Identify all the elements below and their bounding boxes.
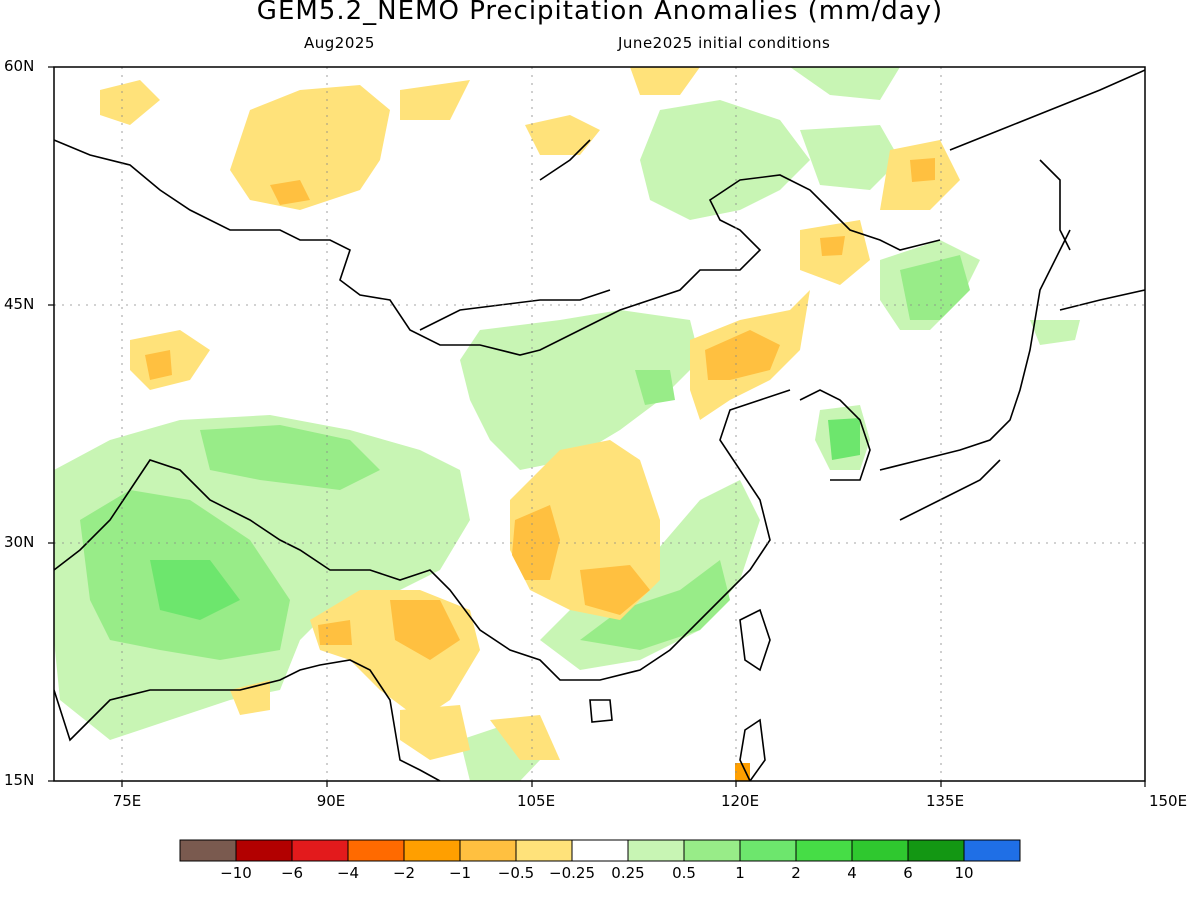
colorbar-swatch: [907, 839, 965, 862]
colorbar-swatch: [963, 839, 1021, 862]
colorbar-label: −1: [448, 864, 472, 882]
colorbar-swatch: [627, 839, 685, 862]
dry-core-taiwan: [735, 763, 750, 781]
dry-region-baikal: [525, 115, 600, 155]
dry-region-top-center: [630, 67, 700, 95]
dry-core-sichuan: [512, 505, 560, 580]
wet-core-northeast: [900, 255, 970, 320]
wet-region-japan: [1030, 320, 1080, 345]
dry-region-bay-bengal: [230, 680, 270, 715]
colorbar: [179, 839, 1021, 862]
tick-marks: [48, 66, 1146, 787]
dry-core-manchuria: [820, 236, 845, 256]
initial-conditions-label: June2025 initial conditions: [618, 34, 831, 52]
wet-core-north-china: [635, 370, 675, 405]
dry-core-bangladesh: [318, 620, 352, 645]
wet-region-mongolia: [640, 100, 810, 220]
colorbar-label: 0.25: [611, 864, 645, 882]
colorbar-swatch: [347, 839, 405, 862]
lon-tick-label: 75E: [112, 792, 142, 810]
dry-region-siberia-west: [230, 85, 390, 210]
lon-tick-label: 105E: [516, 792, 556, 810]
colorbar-swatch: [851, 839, 909, 862]
dry-region-northwest: [100, 80, 160, 125]
colorbar-label: −2: [392, 864, 416, 882]
lat-tick-label: 45N: [4, 295, 35, 313]
colorbar-swatch: [403, 839, 461, 862]
lon-tick-label: 135E: [925, 792, 965, 810]
colorbar-label: −0.5: [497, 864, 535, 882]
colorbar-label: 1: [735, 864, 745, 882]
dry-region-indochina: [490, 715, 560, 760]
colorbar-label: 6: [903, 864, 913, 882]
dry-core-bohai: [705, 330, 780, 380]
lon-tick-label: 150E: [1148, 792, 1188, 810]
lon-tick-label: 120E: [720, 792, 760, 810]
colorbar-label: −4: [336, 864, 360, 882]
plot-frame: [53, 66, 1146, 782]
lat-tick-label: 30N: [4, 533, 35, 551]
dry-core-siberia: [270, 180, 310, 205]
colorbar-label: −6: [280, 864, 304, 882]
lat-tick-label: 15N: [4, 771, 35, 789]
wet-region-sea-north: [790, 67, 900, 100]
colorbar-swatch: [515, 839, 573, 862]
colorbar-swatch: [235, 839, 293, 862]
colorbar-swatch: [459, 839, 517, 862]
colorbar-label: 2: [791, 864, 801, 882]
dry-region-north-top: [400, 80, 470, 120]
colorbar-swatch: [179, 839, 237, 862]
lat-tick-label: 60N: [4, 57, 35, 75]
dry-region-vietnam: [400, 705, 470, 760]
colorbar-label: 10: [954, 864, 974, 882]
wet-region-siberia: [800, 125, 900, 190]
colorbar-swatch: [571, 839, 629, 862]
colorbar-label: 0.5: [672, 864, 696, 882]
colorbar-swatch: [683, 839, 741, 862]
anomaly-field: [54, 67, 1145, 781]
colorbar-swatch: [795, 839, 853, 862]
forecast-month: Aug2025: [304, 34, 375, 52]
dry-core-hunan: [580, 565, 650, 615]
gridlines: [54, 67, 1145, 781]
dry-core-kazakh: [145, 350, 172, 380]
wet-core-himalaya: [200, 425, 380, 490]
dry-core-myanmar: [390, 600, 460, 660]
colorbar-swatch: [291, 839, 349, 862]
dry-core-okhotsk: [910, 158, 935, 182]
lon-tick-label: 90E: [316, 792, 346, 810]
wet-core-korea: [828, 418, 860, 460]
map-title: GEM5.2_NEMO Precipitation Anomalies (mm/…: [256, 0, 944, 26]
colorbar-label: 4: [847, 864, 857, 882]
wet-core-india-strong: [150, 560, 240, 620]
coastlines: [54, 69, 1145, 781]
colorbar-swatch: [739, 839, 797, 862]
colorbar-label: −10: [220, 864, 252, 882]
colorbar-label: −0.25: [549, 864, 595, 882]
wet-region-north-china: [460, 310, 700, 470]
